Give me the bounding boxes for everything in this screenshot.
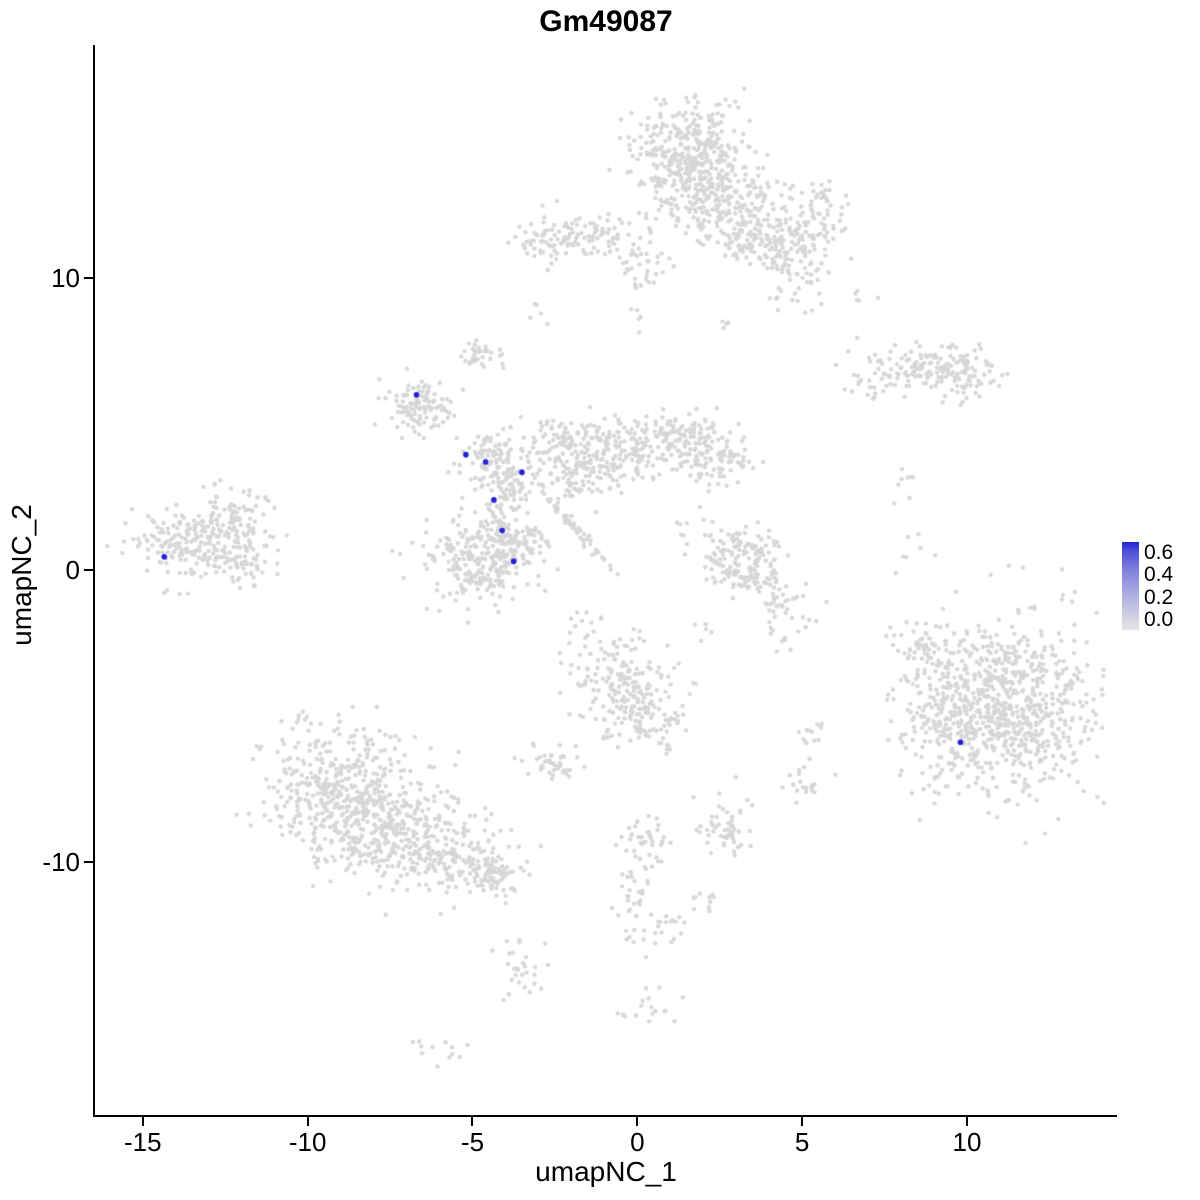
plot-title: Gm49087 bbox=[539, 5, 673, 38]
legend-tick-label: 0.6 bbox=[1144, 541, 1174, 564]
x-tick-label: -10 bbox=[288, 1127, 327, 1157]
x-tick-mark bbox=[965, 1117, 968, 1126]
x-tick-label: 5 bbox=[794, 1127, 810, 1157]
x-axis-title: umapNC_1 bbox=[535, 1156, 677, 1187]
x-tick-label: -5 bbox=[460, 1127, 485, 1157]
expression-legend: 0.6 0.4 0.2 0.0 bbox=[1122, 542, 1173, 630]
x-tick-mark bbox=[801, 1117, 804, 1126]
x-tick-mark bbox=[471, 1117, 474, 1126]
y-tick-label: -10 bbox=[42, 846, 80, 877]
y-axis-title: umapNC_2 bbox=[6, 504, 37, 646]
y-tick-mark bbox=[84, 568, 93, 571]
legend-tick-label: 0.0 bbox=[1144, 607, 1174, 631]
legend-gradient-bar bbox=[1122, 542, 1139, 630]
y-tick-mark bbox=[84, 860, 93, 863]
x-tick-mark bbox=[141, 1117, 144, 1126]
y-axis-line bbox=[93, 45, 95, 1117]
x-tick-mark bbox=[636, 1117, 639, 1126]
y-tick-label: 10 bbox=[51, 263, 80, 293]
x-tick-label: 10 bbox=[952, 1127, 982, 1157]
legend-tick-label: 0.4 bbox=[1144, 563, 1174, 587]
y-tick-label: 0 bbox=[65, 554, 80, 585]
x-tick-label: -15 bbox=[124, 1127, 162, 1157]
legend-tick-labels: 0.6 0.4 0.2 0.0 bbox=[1144, 542, 1173, 630]
x-tick-label: 0 bbox=[630, 1127, 645, 1157]
y-tick-mark bbox=[84, 277, 93, 279]
legend-tick-label: 0.2 bbox=[1144, 585, 1174, 609]
x-tick-mark bbox=[306, 1117, 309, 1126]
x-axis-line bbox=[93, 1115, 1117, 1117]
